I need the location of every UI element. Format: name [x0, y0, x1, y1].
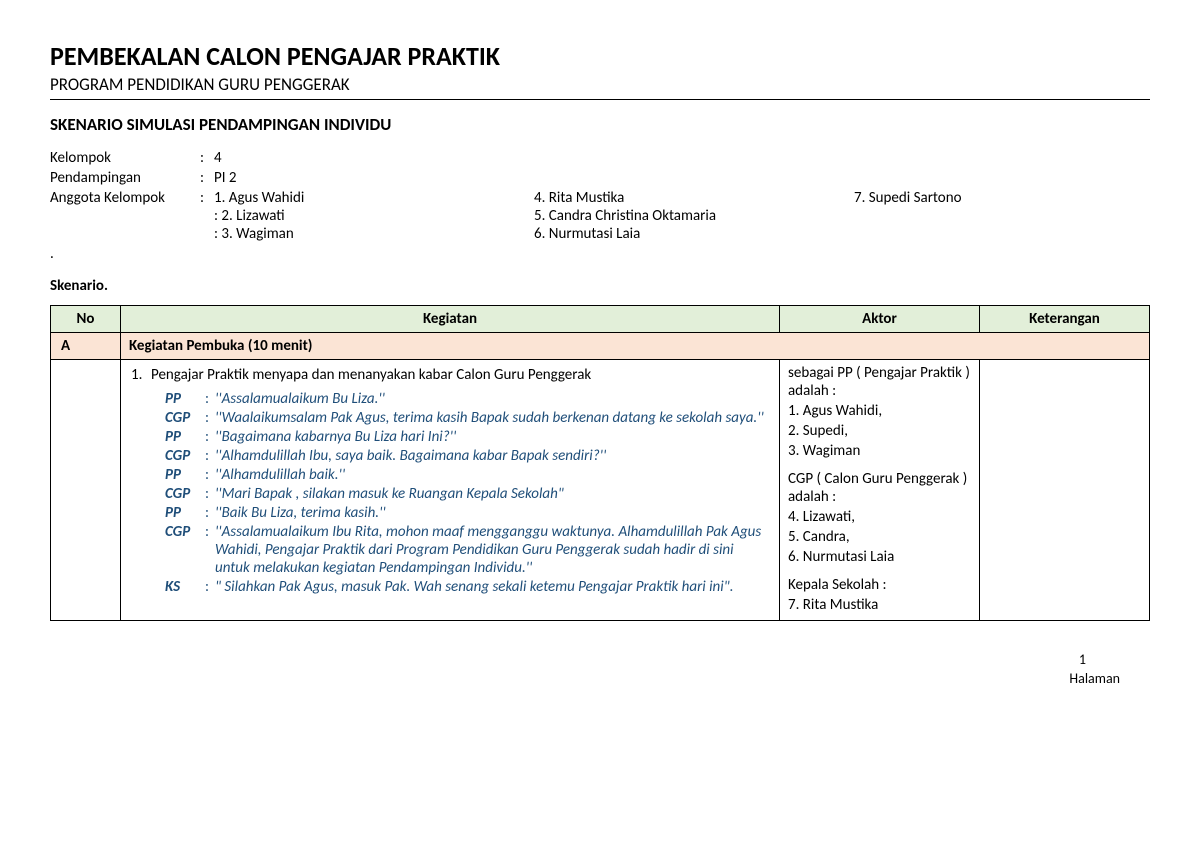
row-no-cell — [51, 360, 121, 621]
pendampingan-value: PI 2 — [214, 169, 237, 187]
meta-block: Kelompok : 4 Pendampingan : PI 2 Anggota… — [50, 149, 1150, 243]
dialog-line: CGP:''Alhamdulillah Ibu, saya baik. Baga… — [165, 447, 769, 465]
member-5: 5. Candra Christina Oktamaria — [534, 207, 854, 225]
page-label: Halaman — [1069, 670, 1120, 687]
aktor-cgp-3: 6. Nurmutasi Laia — [788, 548, 971, 566]
dialog-text: ''Alhamdulillah baik.'' — [215, 466, 769, 484]
kelompok-value: 4 — [214, 149, 222, 167]
kegiatan-main: 1. Pengajar Praktik menyapa dan menanyak… — [131, 366, 769, 384]
page-number: 1 — [50, 651, 1120, 668]
dialog-speaker: PP — [165, 504, 205, 522]
dialog-speaker: CGP — [165, 447, 205, 465]
aktor-cgp-label: CGP ( Calon Guru Penggerak ) adalah : — [788, 470, 971, 506]
pendampingan-label: Pendampingan — [50, 169, 200, 187]
dialog-separator: : — [205, 485, 215, 503]
dialog-text: ''Mari Bapak , silakan masuk ke Ruangan … — [215, 485, 769, 503]
dialog-line: CGP:''Waalaikumsalam Pak Agus, terima ka… — [165, 409, 769, 427]
members-col-3: 7. Supedi Sartono — [854, 189, 1054, 207]
aktor-ks-label: Kepala Sekolah : — [788, 576, 971, 594]
dialog-separator: : — [205, 447, 215, 465]
page-header: PEMBEKALAN CALON PENGAJAR PRAKTIK PROGRA… — [50, 40, 1150, 100]
dialog-line: PP:''Assalamualaikum Bu Liza.'' — [165, 390, 769, 408]
meta-pendampingan: Pendampingan : PI 2 — [50, 169, 1150, 187]
header-divider — [50, 99, 1150, 100]
keterangan-cell — [980, 360, 1150, 621]
dialog-line: CGP:''Mari Bapak , silakan masuk ke Ruan… — [165, 485, 769, 503]
kegiatan-num: 1. — [131, 366, 151, 384]
aktor-cgp-1: 4. Lizawati, — [788, 508, 971, 526]
dialog-separator: : — [205, 409, 215, 427]
dialog-text: ''Assalamualaikum Ibu Rita, mohon maaf m… — [215, 523, 769, 577]
dot-line: . — [50, 245, 1150, 263]
page-footer: 1 Halaman — [50, 651, 1150, 687]
dialog-line: PP:''Bagaimana kabarnya Bu Liza hari Ini… — [165, 428, 769, 446]
kegiatan-cell: 1. Pengajar Praktik menyapa dan menanyak… — [121, 360, 780, 621]
dialog-text: ''Bagaimana kabarnya Bu Liza hari Ini?'' — [215, 428, 769, 446]
scenario-table: No Kegiatan Aktor Keterangan A Kegiatan … — [50, 305, 1150, 621]
member-7: 7. Supedi Sartono — [854, 189, 1054, 207]
member-1: 1. Agus Wahidi — [214, 189, 534, 207]
header-no: No — [51, 306, 121, 333]
kegiatan-text: Pengajar Praktik menyapa dan menanyakan … — [151, 366, 591, 384]
dialog-speaker: KS — [165, 578, 205, 596]
section-title: SKENARIO SIMULASI PENDAMPINGAN INDIVIDU — [50, 114, 1150, 135]
dialog-separator: : — [205, 466, 215, 484]
aktor-pp-3: 3. Wagiman — [788, 442, 971, 460]
skenario-label: Skenario. — [50, 277, 1150, 295]
dialog-speaker: CGP — [165, 409, 205, 427]
section-row-a: A Kegiatan Pembuka (10 menit) — [51, 333, 1150, 360]
dialog-block: PP:''Assalamualaikum Bu Liza.''CGP:''Waa… — [131, 390, 769, 596]
table-header-row: No Kegiatan Aktor Keterangan — [51, 306, 1150, 333]
main-subtitle: PROGRAM PENDIDIKAN GURU PENGGERAK — [50, 74, 1150, 95]
dialog-separator: : — [205, 523, 215, 541]
members-wrap: 1. Agus Wahidi : 2. Lizawati : 3. Wagima… — [214, 189, 1054, 243]
dialog-separator: : — [205, 390, 215, 408]
header-keterangan: Keterangan — [980, 306, 1150, 333]
dialog-line: PP:''Alhamdulillah baik.'' — [165, 466, 769, 484]
aktor-ks-1: 7. Rita Mustika — [788, 596, 971, 614]
aktor-pp-2: 2. Supedi, — [788, 422, 971, 440]
member-4: 4. Rita Mustika — [534, 189, 854, 207]
dialog-text: ''Assalamualaikum Bu Liza.'' — [215, 390, 769, 408]
dialog-separator: : — [205, 504, 215, 522]
section-letter: A — [51, 333, 121, 360]
dialog-speaker: CGP — [165, 485, 205, 503]
section-title-cell: Kegiatan Pembuka (10 menit) — [121, 333, 1150, 360]
dialog-line: CGP:''Assalamualaikum Ibu Rita, mohon ma… — [165, 523, 769, 577]
member-2: : 2. Lizawati — [214, 207, 534, 225]
anggota-label: Anggota Kelompok — [50, 189, 200, 243]
meta-kelompok: Kelompok : 4 — [50, 149, 1150, 167]
header-kegiatan: Kegiatan — [121, 306, 780, 333]
header-aktor: Aktor — [780, 306, 980, 333]
dialog-speaker: PP — [165, 390, 205, 408]
meta-anggota: Anggota Kelompok : 1. Agus Wahidi : 2. L… — [50, 189, 1150, 243]
table-row: 1. Pengajar Praktik menyapa dan menanyak… — [51, 360, 1150, 621]
dialog-text: ''Waalaikumsalam Pak Agus, terima kasih … — [215, 409, 769, 427]
aktor-pp-1: 1. Agus Wahidi, — [788, 402, 971, 420]
dialog-separator: : — [205, 578, 215, 596]
dialog-text: ''Alhamdulillah Ibu, saya baik. Bagaiman… — [215, 447, 769, 465]
aktor-pp-label: sebagai PP ( Pengajar Praktik ) adalah : — [788, 364, 971, 400]
member-3: : 3. Wagiman — [214, 225, 534, 243]
dialog-text: ''Baik Bu Liza, terima kasih.'' — [215, 504, 769, 522]
dialog-line: KS:" Silahkan Pak Agus, masuk Pak. Wah s… — [165, 578, 769, 596]
aktor-cell: sebagai PP ( Pengajar Praktik ) adalah :… — [780, 360, 980, 621]
members-col-2: 4. Rita Mustika 5. Candra Christina Okta… — [534, 189, 854, 243]
dialog-speaker: PP — [165, 428, 205, 446]
dialog-speaker: PP — [165, 466, 205, 484]
dialog-text: " Silahkan Pak Agus, masuk Pak. Wah sena… — [215, 578, 769, 596]
dialog-separator: : — [205, 428, 215, 446]
dialog-line: PP:''Baik Bu Liza, terima kasih.'' — [165, 504, 769, 522]
member-6: 6. Nurmutasi Laia — [534, 225, 854, 243]
members-col-1: 1. Agus Wahidi : 2. Lizawati : 3. Wagima… — [214, 189, 534, 243]
main-title: PEMBEKALAN CALON PENGAJAR PRAKTIK — [50, 40, 1150, 72]
aktor-cgp-2: 5. Candra, — [788, 528, 971, 546]
dialog-speaker: CGP — [165, 523, 205, 541]
kelompok-label: Kelompok — [50, 149, 200, 167]
